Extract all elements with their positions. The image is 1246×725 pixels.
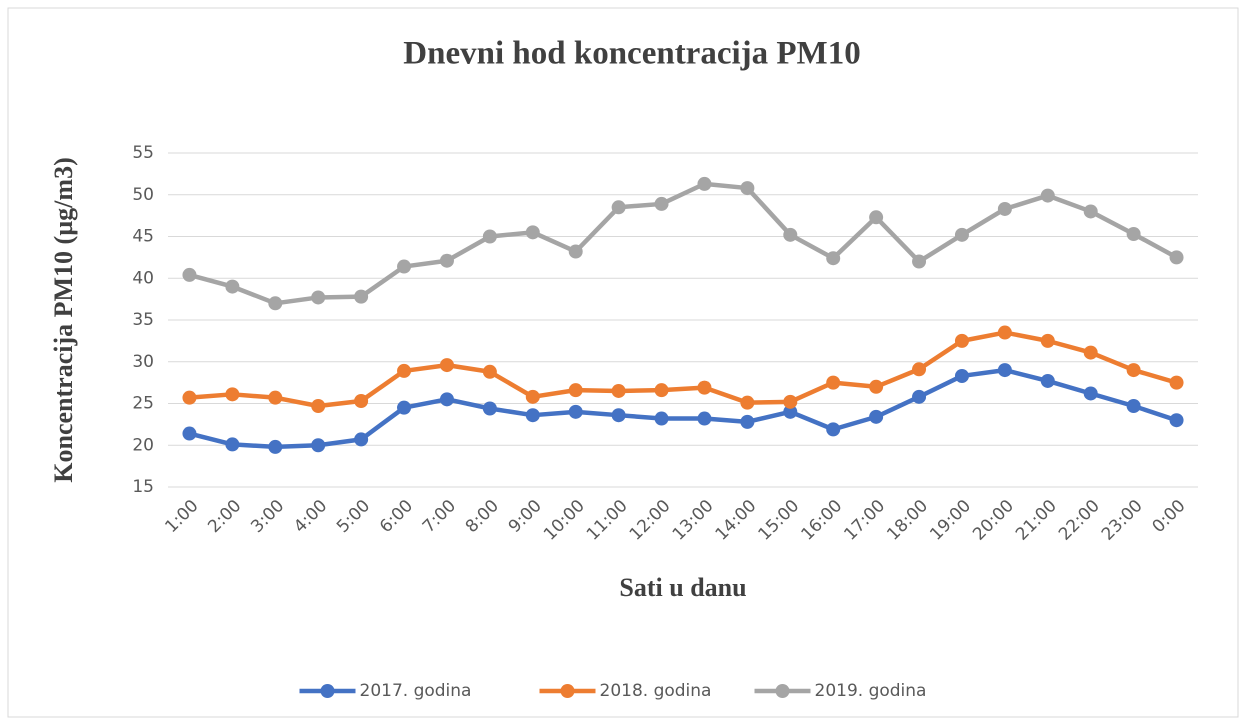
point [654, 196, 669, 211]
point [697, 176, 712, 191]
point [1083, 204, 1098, 219]
point [182, 390, 197, 405]
point [1126, 399, 1141, 414]
point [826, 375, 841, 390]
chart-title: Dnevni hod koncentracija PM10 [403, 36, 860, 72]
point [1040, 333, 1055, 348]
point [611, 383, 626, 398]
point [397, 400, 412, 415]
point [1169, 413, 1184, 428]
point [1083, 345, 1098, 360]
point [397, 259, 412, 274]
point [482, 364, 497, 379]
y-tick-label: 15 [132, 477, 154, 497]
point [225, 437, 240, 452]
point [869, 409, 884, 424]
series-line [188, 367, 1178, 450]
point [1126, 226, 1141, 241]
point [311, 290, 326, 305]
legend-label: 2019. godina [815, 681, 927, 701]
point [397, 363, 412, 378]
point [869, 379, 884, 394]
y-tick-label: 40 [132, 268, 154, 288]
y-tick-label: 25 [132, 394, 154, 414]
point [225, 387, 240, 402]
point [568, 404, 583, 419]
point [740, 181, 755, 196]
point [826, 422, 841, 437]
point [783, 227, 798, 242]
point [311, 399, 326, 414]
point [1126, 363, 1141, 378]
point [954, 368, 969, 383]
y-tick-label: 20 [132, 435, 154, 455]
series-line [188, 181, 1178, 306]
point [225, 279, 240, 294]
point [783, 394, 798, 409]
point [654, 411, 669, 426]
point [611, 200, 626, 215]
y-tick-label: 55 [132, 143, 154, 163]
legend-marker [560, 684, 575, 698]
point [740, 414, 755, 429]
point [268, 390, 283, 405]
point [912, 389, 927, 404]
y-tick-label: 30 [132, 352, 154, 372]
point [439, 392, 454, 407]
series-line [189, 330, 1178, 409]
legend-marker [320, 684, 335, 698]
y-axis-label: Koncentracija PM10 (µg/m3) [49, 157, 78, 482]
point [439, 253, 454, 268]
chart-border [7, 7, 1239, 718]
point [568, 383, 583, 398]
point [1083, 386, 1098, 401]
point [912, 362, 927, 377]
point [697, 411, 712, 426]
legend-marker [775, 684, 790, 698]
point [525, 389, 540, 404]
point [1169, 375, 1184, 390]
y-tick-label: 35 [132, 310, 154, 330]
point [1040, 188, 1055, 203]
point [182, 426, 197, 441]
y-tick-label: 45 [132, 227, 154, 247]
point [654, 383, 669, 398]
point [482, 401, 497, 416]
point [997, 363, 1012, 378]
x-axis-label: Sati u danu [619, 573, 746, 602]
point [182, 267, 197, 282]
legend-label: 2018. godina [600, 681, 712, 701]
point [354, 393, 369, 408]
point [1169, 250, 1184, 265]
y-tick-label: 50 [132, 185, 154, 205]
point [954, 227, 969, 242]
point [568, 244, 583, 259]
point [482, 229, 497, 244]
point [268, 439, 283, 454]
point [354, 289, 369, 304]
point [954, 333, 969, 348]
point [826, 251, 841, 266]
legend: 2017. godina 2018. godina 2019. godina [299, 681, 927, 701]
point [697, 380, 712, 395]
point [997, 201, 1012, 216]
point [525, 225, 540, 240]
point [311, 438, 326, 453]
point [783, 404, 798, 419]
point [869, 210, 884, 225]
point [525, 408, 540, 423]
point [997, 325, 1012, 340]
point [1040, 373, 1055, 388]
point [740, 395, 755, 410]
point [268, 296, 283, 311]
legend-label: 2017. godina [360, 681, 472, 701]
point [439, 358, 454, 373]
point [354, 432, 369, 447]
point [912, 254, 927, 269]
point [611, 408, 626, 423]
